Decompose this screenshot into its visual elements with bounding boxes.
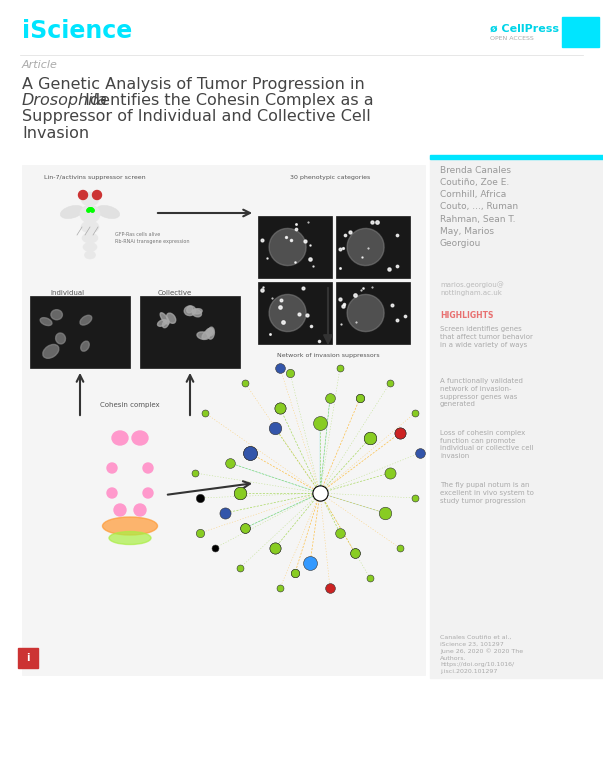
Text: HIGHLIGHTS: HIGHLIGHTS: [440, 311, 493, 320]
Bar: [258, 216, 332, 278]
Ellipse shape: [114, 504, 126, 516]
Ellipse shape: [51, 310, 62, 319]
Ellipse shape: [166, 313, 175, 323]
Ellipse shape: [40, 318, 52, 326]
Text: Lin-7/activins suppressor screen: Lin-7/activins suppressor screen: [44, 175, 146, 181]
Text: Loss of cohesin complex
function can promote
individual or collective cell
invas: Loss of cohesin complex function can pro…: [440, 430, 534, 460]
Ellipse shape: [78, 190, 87, 200]
Text: Canales Coutiño et al.,
iScience 23, 101297
June 26, 2020 © 2020 The
Authors.
ht: Canales Coutiño et al., iScience 23, 101…: [440, 635, 523, 674]
Ellipse shape: [96, 205, 119, 218]
Ellipse shape: [80, 205, 100, 223]
Ellipse shape: [187, 306, 193, 313]
Ellipse shape: [206, 328, 213, 336]
Ellipse shape: [134, 504, 146, 516]
Ellipse shape: [192, 309, 202, 314]
Ellipse shape: [143, 488, 153, 498]
Bar: [258, 282, 332, 344]
Ellipse shape: [81, 221, 99, 233]
Bar: [30, 296, 130, 368]
Ellipse shape: [143, 463, 153, 473]
Ellipse shape: [269, 229, 306, 265]
Text: A functionally validated
network of invasion-
suppressor genes was
generated: A functionally validated network of inva…: [440, 378, 523, 407]
Text: Cohesin complex: Cohesin complex: [100, 402, 160, 408]
Ellipse shape: [81, 192, 99, 206]
Bar: [430, 155, 603, 159]
Text: A Genetic Analysis of Tumor Progression in: A Genetic Analysis of Tumor Progression …: [22, 78, 365, 92]
Ellipse shape: [60, 205, 84, 218]
Text: The fly pupal notum is an
excellent in vivo system to
study tumor progression: The fly pupal notum is an excellent in v…: [440, 482, 534, 503]
Ellipse shape: [82, 233, 98, 243]
Ellipse shape: [83, 243, 97, 251]
Text: Invasion: Invasion: [22, 125, 89, 140]
Ellipse shape: [192, 309, 201, 317]
Ellipse shape: [207, 327, 215, 339]
Ellipse shape: [43, 345, 59, 359]
Text: 30 phenotypic categories: 30 phenotypic categories: [290, 175, 370, 181]
Ellipse shape: [162, 320, 168, 328]
Bar: [140, 296, 240, 368]
Text: GFP-Ras cells alive: GFP-Ras cells alive: [115, 233, 160, 237]
Text: Network of invasion suppressors: Network of invasion suppressors: [277, 352, 379, 358]
Text: Brenda Canales
Coutiño, Zoe E.
Cornhill, Africa
Couto, ..., Ruman
Rahman, Sean T: Brenda Canales Coutiño, Zoe E. Cornhill,…: [440, 166, 518, 248]
Text: Screen identifies genes
that affect tumor behavior
in a wide variety of ways: Screen identifies genes that affect tumo…: [440, 326, 533, 348]
Ellipse shape: [184, 306, 196, 316]
Text: Article: Article: [22, 60, 58, 70]
Bar: [18, 648, 38, 668]
Ellipse shape: [269, 294, 306, 331]
Bar: [430, 156, 603, 678]
Ellipse shape: [81, 341, 89, 352]
Ellipse shape: [112, 431, 128, 445]
Text: OPEN ACCESS: OPEN ACCESS: [490, 35, 534, 41]
Ellipse shape: [103, 517, 157, 535]
Text: i: i: [27, 653, 30, 663]
Ellipse shape: [197, 332, 209, 340]
Bar: [336, 282, 410, 344]
Ellipse shape: [107, 488, 117, 498]
Text: Drosophila: Drosophila: [22, 93, 108, 109]
Text: ø CellPress: ø CellPress: [490, 24, 559, 34]
Bar: [336, 216, 410, 278]
Ellipse shape: [132, 431, 148, 445]
Ellipse shape: [84, 251, 95, 259]
Text: Identifies the Cohesin Complex as a: Identifies the Cohesin Complex as a: [80, 93, 374, 109]
Ellipse shape: [55, 333, 66, 344]
Bar: [22, 165, 425, 675]
Ellipse shape: [109, 532, 151, 544]
Text: iScience: iScience: [22, 19, 132, 43]
Text: Rb-RNAi transgene expression: Rb-RNAi transgene expression: [115, 240, 189, 244]
Ellipse shape: [92, 190, 101, 200]
Text: Collective: Collective: [158, 290, 192, 296]
Ellipse shape: [80, 316, 92, 325]
Ellipse shape: [160, 312, 169, 324]
Bar: [562, 17, 599, 47]
Ellipse shape: [157, 319, 167, 327]
Ellipse shape: [347, 229, 384, 265]
Ellipse shape: [347, 294, 384, 331]
Text: Suppressor of Individual and Collective Cell: Suppressor of Individual and Collective …: [22, 110, 371, 124]
Ellipse shape: [107, 463, 117, 473]
Ellipse shape: [202, 328, 213, 339]
Text: Individual: Individual: [50, 290, 84, 296]
Text: marios.georgiou@
nottingham.ac.uk: marios.georgiou@ nottingham.ac.uk: [440, 281, 504, 296]
